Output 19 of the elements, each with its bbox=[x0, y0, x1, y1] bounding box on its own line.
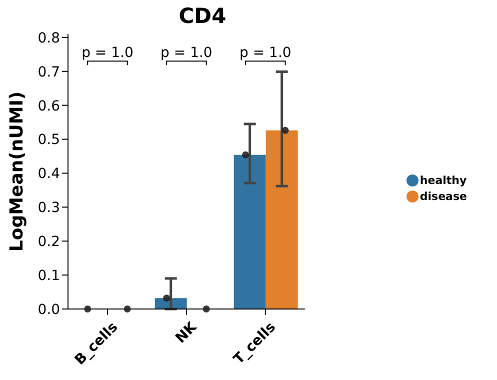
bar bbox=[266, 130, 298, 309]
annotation: p = 1.0 bbox=[160, 45, 212, 62]
y-axis-title: LogMean(nUMI) bbox=[6, 91, 28, 252]
y-tick-label: 0.1 bbox=[38, 268, 60, 284]
y-tick-label: 0.7 bbox=[38, 64, 60, 80]
legend-label: healthy bbox=[420, 174, 467, 187]
annotation: p = 1.0 bbox=[82, 45, 134, 62]
y-tick-label: 0.6 bbox=[38, 98, 60, 114]
y-tick-label: 0.3 bbox=[38, 200, 60, 216]
chart-title: CD4 bbox=[178, 4, 228, 28]
y-tick-label: 0.5 bbox=[38, 132, 60, 148]
y-tick-label: 0.4 bbox=[38, 166, 60, 182]
y-tick-label: 0.2 bbox=[38, 234, 60, 250]
legend-label: disease bbox=[420, 190, 467, 203]
annotation: p = 1.0 bbox=[240, 45, 292, 62]
bar bbox=[234, 154, 266, 309]
x-tick-label: NK bbox=[172, 318, 201, 347]
y-tick-label: 0.8 bbox=[38, 30, 60, 46]
y-tick-label: 0.0 bbox=[38, 302, 60, 318]
